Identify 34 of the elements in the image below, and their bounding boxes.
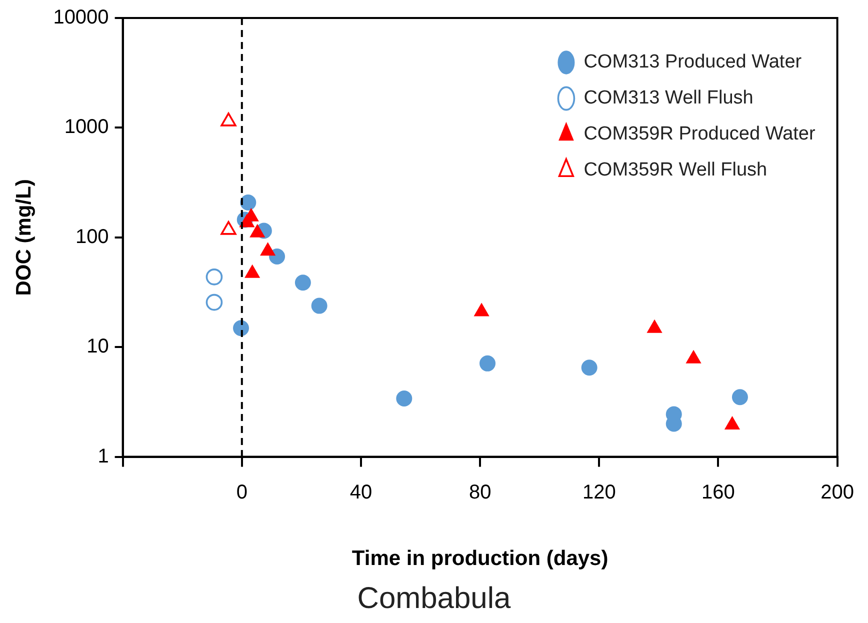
point [244,264,260,278]
point [240,214,254,228]
point [396,390,412,406]
x-tick-label: 40 [350,481,372,504]
point [732,389,748,406]
point [206,294,223,311]
x-tick-label: 0 [236,481,248,504]
y-tick-label: 10000 [53,6,109,29]
point [250,224,265,238]
x-tick-label: 160 [702,481,735,504]
text: Combabula [356,582,512,616]
legend-label: COM313 Well Flush [584,88,754,109]
x-tick-label: 200 [820,481,854,504]
point [220,221,236,235]
point [581,360,598,376]
y-tick-label: 10 [86,336,109,358]
point [269,248,286,264]
y-axis-title: DOC (mg/L) [12,179,36,296]
point [220,112,236,126]
legend-label: COM359R Well Flush [584,160,768,181]
y-tick-label: 1000 [64,116,109,138]
point [474,303,489,316]
x-axis-title: Time in production (days) [352,547,608,570]
legend-label: COM313 Produced Water [584,52,802,73]
point [206,268,223,286]
point [294,274,311,291]
legend-label: COM359R Produced Water [584,124,816,145]
y-tick-label: 100 [75,226,109,248]
x-tick-label: 120 [582,481,616,504]
y-tick-label: 1 [98,445,109,468]
point [260,242,276,256]
point [480,355,496,372]
point [311,298,328,314]
x-tick-label: 80 [468,481,492,504]
